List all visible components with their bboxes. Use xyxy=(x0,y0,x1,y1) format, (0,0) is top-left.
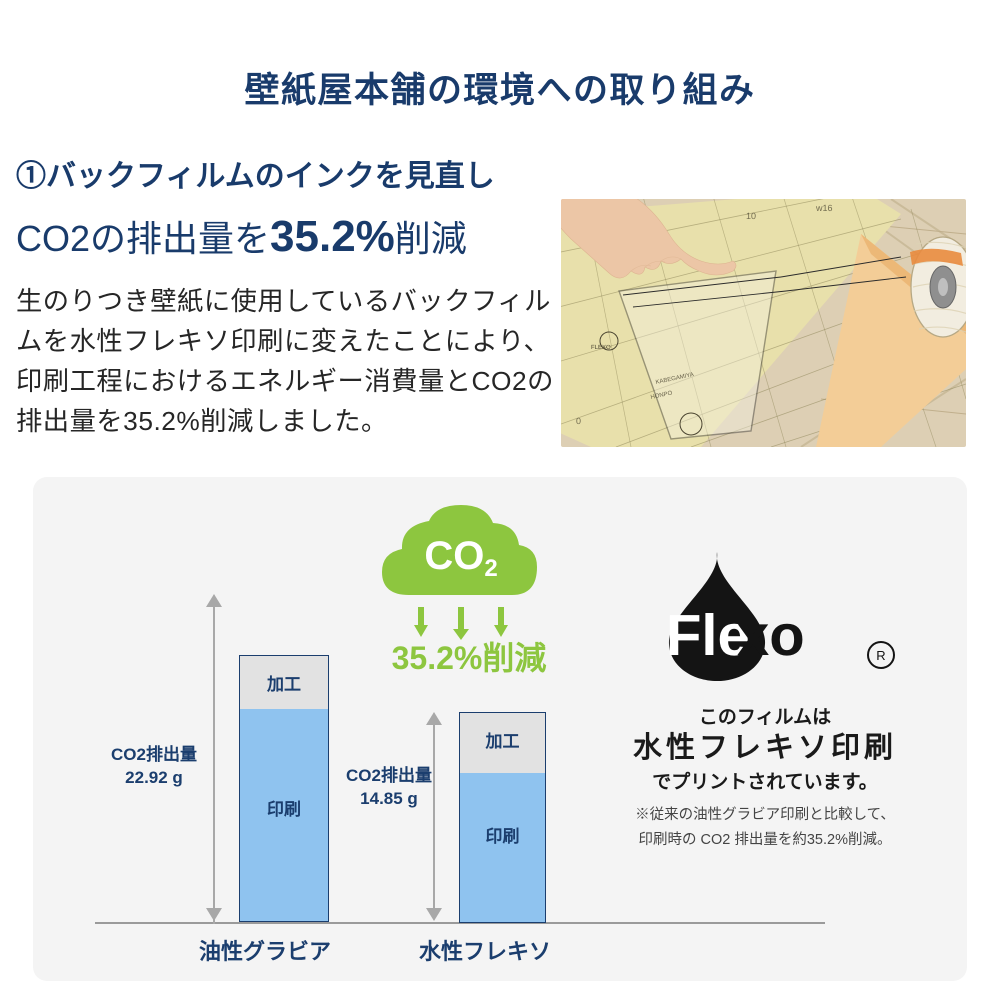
svg-text:xo: xo xyxy=(737,603,805,668)
svg-text:R: R xyxy=(876,648,885,663)
